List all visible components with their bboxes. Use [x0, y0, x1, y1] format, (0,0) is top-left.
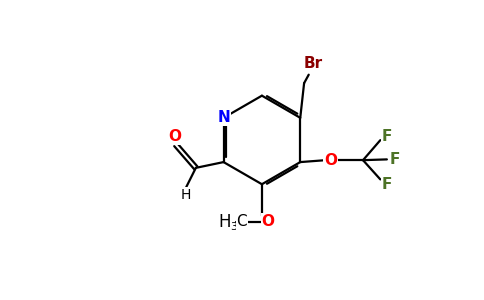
Text: F: F: [382, 176, 393, 191]
Text: 3: 3: [230, 222, 237, 232]
Text: N: N: [217, 110, 230, 125]
Text: Br: Br: [304, 56, 323, 71]
Text: O: O: [324, 153, 337, 168]
Text: F: F: [382, 129, 393, 144]
Text: C: C: [237, 214, 247, 229]
Text: H: H: [218, 213, 231, 231]
Text: H: H: [181, 188, 191, 202]
Text: F: F: [390, 152, 400, 167]
Text: O: O: [168, 129, 181, 144]
Text: O: O: [261, 214, 274, 229]
